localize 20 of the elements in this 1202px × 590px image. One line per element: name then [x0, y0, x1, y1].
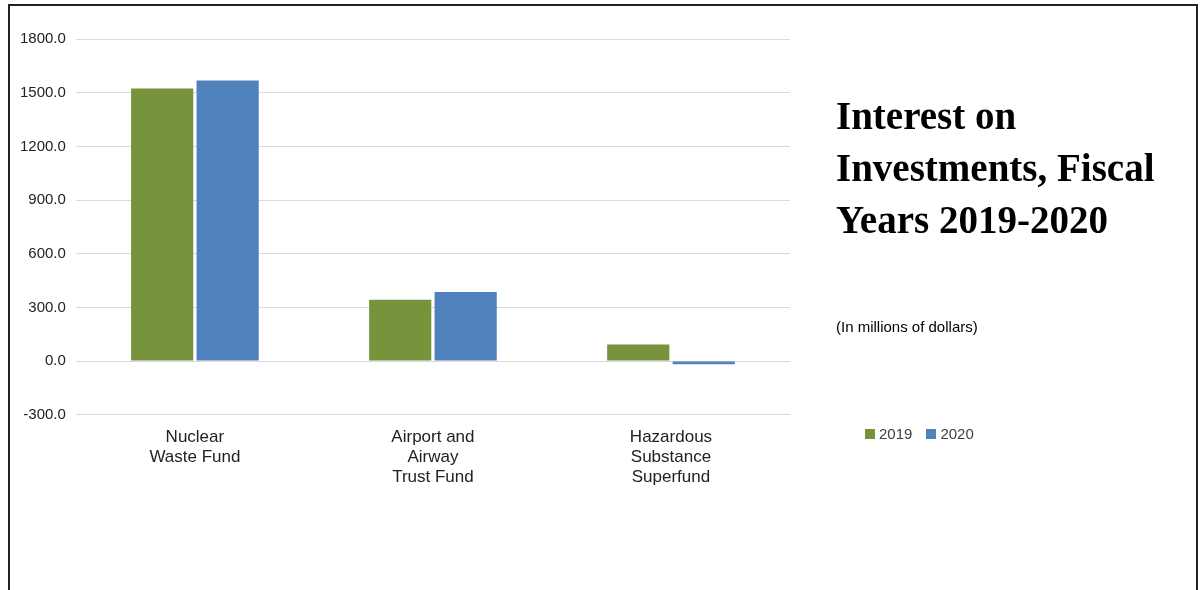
y-tick-label: 1200.0 — [19, 136, 66, 154]
x-tick-label: Airport and Airway Trust Fund — [391, 426, 475, 487]
bar — [434, 292, 497, 361]
legend-label: 2020 — [939, 425, 974, 442]
y-tick-label: 600.0 — [28, 243, 66, 261]
y-tick-label: 900.0 — [28, 190, 66, 208]
text: Interest on Investments, Fiscal Years 2019-2020 — [836, 93, 1156, 243]
x-tick-label: Nuclear Waste Fund — [149, 426, 241, 467]
bar — [607, 344, 670, 361]
bar — [369, 299, 432, 361]
x-tick-label: Hazardous Substance Superfund — [629, 426, 713, 487]
y-tick-label: 0.0 — [45, 351, 66, 369]
y-tick-label: 1500.0 — [19, 82, 66, 100]
text: (In millions of dollars) — [836, 318, 978, 335]
y-tick-label: 1800.0 — [19, 29, 66, 47]
legend-label: 2019 — [878, 425, 913, 442]
bar — [131, 88, 194, 361]
y-tick-label: -300.0 — [23, 404, 66, 422]
bar — [196, 80, 259, 361]
y-tick-label: 300.0 — [28, 297, 66, 315]
